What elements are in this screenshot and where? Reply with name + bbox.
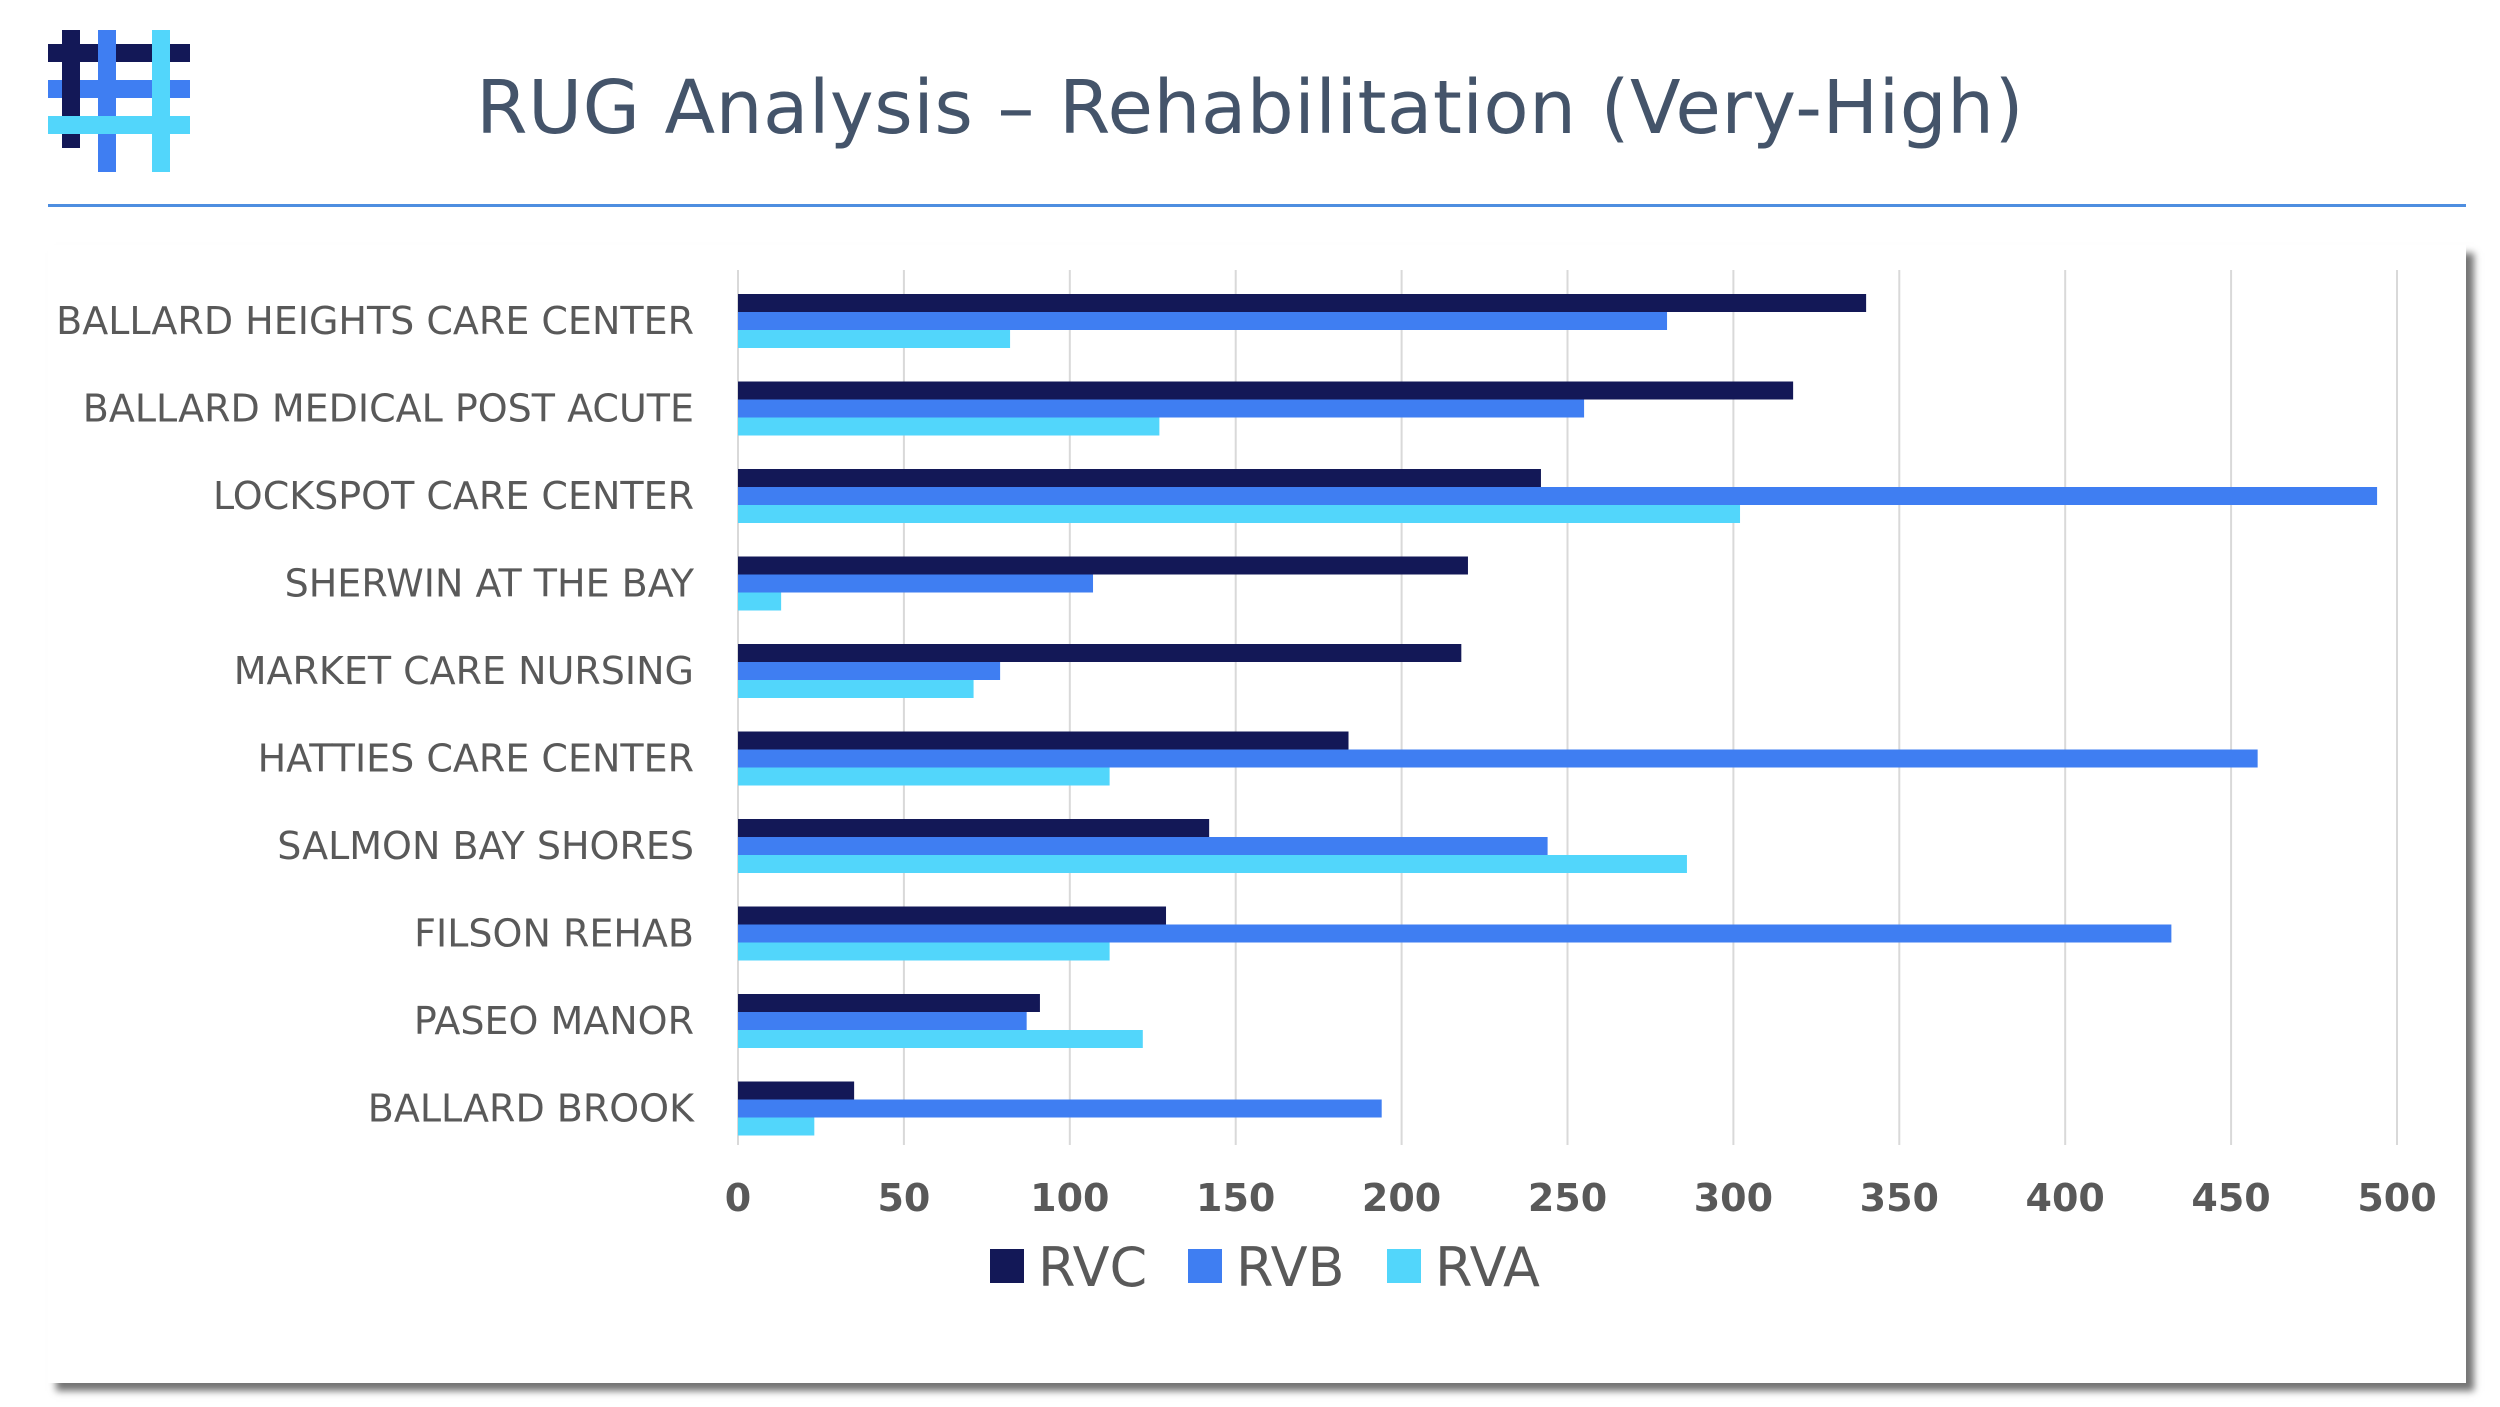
- x-tick-label: 100: [1030, 1176, 1109, 1220]
- title-divider: [48, 204, 2466, 207]
- legend-label-rvb: RVB: [1236, 1236, 1345, 1299]
- bar-rvb: [738, 662, 1001, 680]
- page-title: RUG Analysis – Rehabilitation (Very-High…: [476, 65, 2024, 151]
- x-tick-label: 450: [2191, 1176, 2270, 1220]
- category-label: SHERWIN AT THE BAY: [285, 562, 695, 606]
- x-tick-label: 200: [1362, 1176, 1441, 1220]
- hashtag-logo-icon: [48, 30, 190, 172]
- bar-rvb: [738, 924, 2172, 943]
- bar-rvc: [738, 906, 1167, 925]
- category-label: BALLARD MEDICAL POST ACUTE: [83, 387, 694, 431]
- bar-rvc: [738, 644, 1462, 662]
- x-tick-label: 0: [725, 1176, 751, 1220]
- bar-rva: [738, 1117, 815, 1136]
- bar-rva: [738, 330, 1011, 348]
- category-label: PASEO MANOR: [414, 999, 694, 1043]
- x-tick-label: 250: [1528, 1176, 1607, 1220]
- bar-rvb: [738, 1012, 1027, 1030]
- bar-rvb: [738, 837, 1548, 855]
- x-tick-label: 350: [1860, 1176, 1939, 1220]
- legend-label-rvc: RVC: [1038, 1236, 1147, 1299]
- bar-rvc: [738, 556, 1468, 575]
- bar-chart: BALLARD HEIGHTS CARE CENTER BALLARD MEDIC…: [56, 270, 2437, 1299]
- bar-rva: [738, 1030, 1143, 1048]
- category-label: LOCKSPOT CARE CENTER: [213, 474, 694, 518]
- bar-rvc: [738, 994, 1040, 1012]
- bar-rva: [738, 680, 974, 698]
- bar-rva: [738, 592, 782, 611]
- category-label: FILSON REHAB: [414, 912, 694, 956]
- bar-rva: [738, 767, 1110, 786]
- x-tick-label: 150: [1196, 1176, 1275, 1220]
- legend-label-rva: RVA: [1435, 1236, 1540, 1299]
- bar-rvc: [738, 381, 1794, 400]
- legend-swatch-rva: [1387, 1249, 1421, 1283]
- legend-swatch-rvb: [1188, 1249, 1222, 1283]
- bar-rva: [738, 505, 1741, 523]
- bar-rvb: [738, 1099, 1382, 1118]
- bar-rvb: [738, 312, 1668, 330]
- bar-rva: [738, 942, 1110, 961]
- bar-rvc: [738, 1081, 855, 1100]
- category-label: SALMON BAY SHORES: [277, 824, 694, 868]
- bar-rvb: [738, 749, 2258, 768]
- legend-swatch-rvc: [990, 1249, 1024, 1283]
- category-label: BALLARD HEIGHTS CARE CENTER: [56, 299, 694, 343]
- bar-rvc: [738, 294, 1867, 312]
- bar-rva: [738, 417, 1160, 436]
- x-tick-label: 500: [2357, 1176, 2436, 1220]
- bar-rvc: [738, 819, 1210, 837]
- category-label: HATTIES CARE CENTER: [258, 737, 694, 781]
- x-tick-label: 50: [877, 1176, 930, 1220]
- bar-rvc: [738, 731, 1349, 750]
- category-label: MARKET CARE NURSING: [234, 649, 694, 693]
- bar-rva: [738, 855, 1687, 873]
- bar-rvc: [738, 469, 1541, 487]
- x-tick-label: 300: [1694, 1176, 1773, 1220]
- bar-rvb: [738, 574, 1094, 593]
- chart-panel: BALLARD HEIGHTS CARE CENTER BALLARD MEDIC…: [48, 245, 2466, 1383]
- bar-rvb: [738, 399, 1585, 418]
- x-tick-label: 400: [2026, 1176, 2105, 1220]
- bar-rvb: [738, 487, 2378, 505]
- category-label: BALLARD BROOK: [368, 1087, 695, 1131]
